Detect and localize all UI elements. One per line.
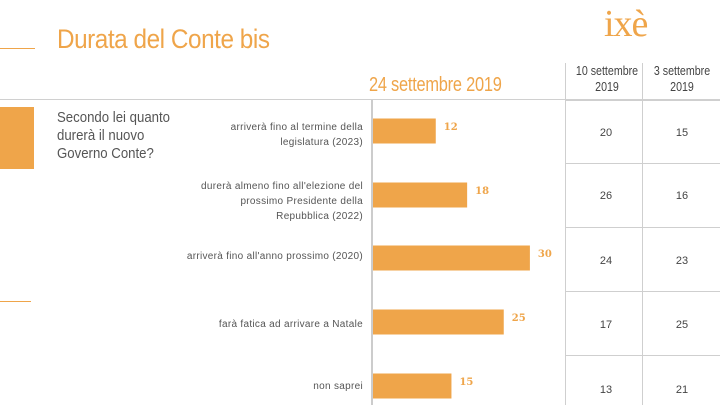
table-row-divider xyxy=(565,163,720,164)
bar-value-label: 15 xyxy=(459,377,473,388)
category-label: arriverà fino all'anno prossimo (2020) xyxy=(186,251,363,262)
table-row-divider xyxy=(565,100,720,101)
table-row-divider xyxy=(565,227,720,228)
question-text: Secondo lei quanto durerà il nuovo Gover… xyxy=(57,109,171,162)
bar-value-label: 25 xyxy=(512,313,526,324)
bar xyxy=(373,245,530,271)
table-cell: 13 xyxy=(599,384,613,396)
table-divider-middle xyxy=(642,63,643,405)
bar xyxy=(373,309,504,335)
category-label: non saprei xyxy=(313,381,363,392)
page-title: Durata del Conte bis xyxy=(57,24,270,54)
table-cell: 17 xyxy=(599,319,613,331)
column-header-3-settembre: 3 settembre 2019 xyxy=(653,63,711,94)
table-cell: 25 xyxy=(675,319,689,331)
footer-accent-line xyxy=(0,301,31,302)
table-divider-left xyxy=(565,63,566,405)
question-accent-block xyxy=(0,107,34,169)
header-divider xyxy=(0,99,720,100)
column-header-10-settembre: 10 settembre 2019 xyxy=(575,63,639,94)
table-cell: 16 xyxy=(675,190,689,202)
bar xyxy=(373,118,436,144)
chart-title: 24 settembre 2019 xyxy=(369,74,502,96)
table-cell: 26 xyxy=(599,190,613,202)
table-cell: 24 xyxy=(599,255,613,267)
table-row-divider xyxy=(565,291,720,292)
category-label: durerà almeno fino all'elezione del pros… xyxy=(201,181,363,222)
table-cell: 21 xyxy=(675,384,689,396)
table-cell: 23 xyxy=(675,255,689,267)
table-cell: 20 xyxy=(599,127,613,139)
bar-value-label: 30 xyxy=(538,249,552,260)
bar xyxy=(373,182,468,208)
category-label: farà fatica ad arrivare a Natale xyxy=(218,319,363,330)
table-row-divider xyxy=(565,355,720,356)
bar-value-label: 18 xyxy=(475,186,489,197)
ixe-logo: ixè xyxy=(604,3,648,45)
bar xyxy=(373,373,452,399)
table-cell: 15 xyxy=(675,127,689,139)
bar-value-label: 12 xyxy=(444,122,458,133)
category-label: arriverà fino al termine della legislatu… xyxy=(230,122,363,148)
title-accent-line xyxy=(0,48,35,49)
